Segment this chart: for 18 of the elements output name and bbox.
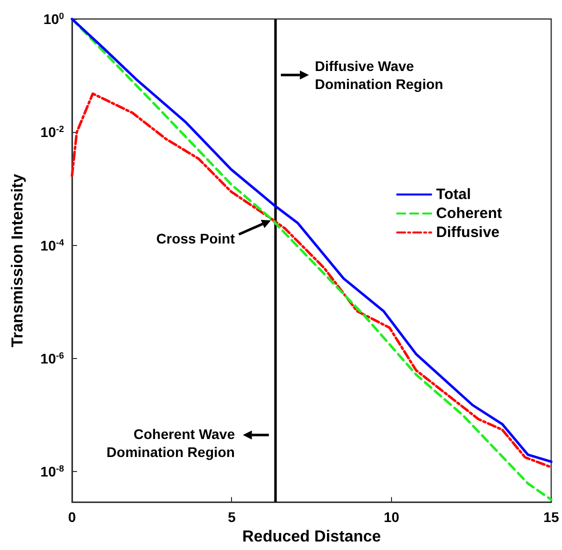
x-tick-label: 15 (543, 509, 560, 526)
annotation: Cross Point (156, 230, 236, 246)
annotation: Diffusive Wave Domination Region (314, 58, 444, 92)
legend-label: Total (436, 186, 471, 203)
x-axis-title: Reduced Distance (242, 528, 382, 546)
y-tick-label: 10$^{-8}$ (40, 464, 64, 480)
legend-label: Coherent (436, 205, 502, 222)
legend-label: Diffusive (436, 224, 500, 241)
x-tick-label: 10 (384, 509, 400, 526)
y-tick-label: 10$^{-2}$ (40, 124, 64, 140)
y-axis-title: Transmission Intensity (10, 174, 26, 348)
y-tick-label: 10$^{-6}$ (40, 350, 64, 367)
x-tick-label: 0 (68, 509, 76, 526)
y-tick-label: 10$^{-4}$ (40, 237, 64, 254)
x-tick-label: 5 (228, 509, 236, 526)
line-series (70, 92, 552, 468)
annotation: Coherent Wave Domination Region (106, 426, 236, 460)
y-tick-label: 10$^{0}$ (43, 11, 64, 27)
